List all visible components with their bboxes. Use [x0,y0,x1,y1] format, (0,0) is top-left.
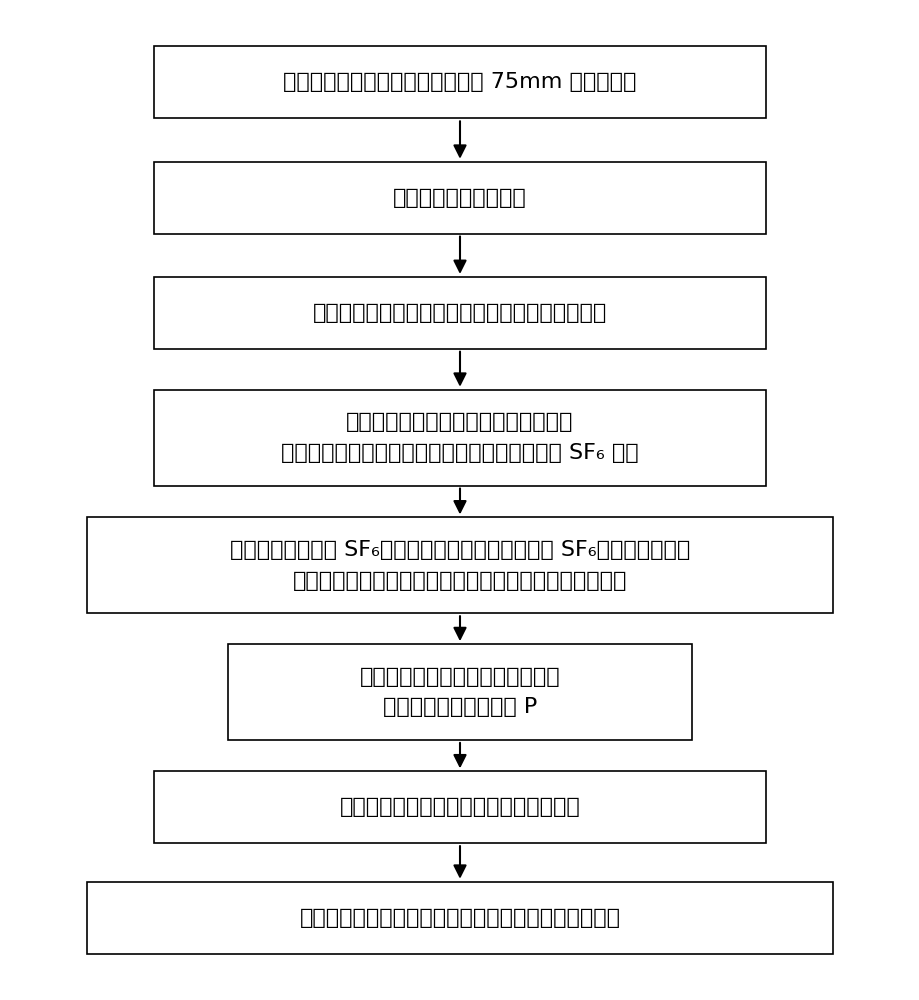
FancyBboxPatch shape [87,517,832,613]
Text: 同时恒定以煤层原始瓦斯压力向测压钒孔中充入 SF₆ 气体: 同时恒定以煤层原始瓦斯压力向测压钒孔中充入 SF₆ 气体 [281,443,638,463]
FancyBboxPatch shape [153,390,766,486]
Text: 施工一个垂直并穿透煤层，孔径为 75mm 的测压钒孔: 施工一个垂直并穿透煤层，孔径为 75mm 的测压钒孔 [283,72,636,92]
FancyBboxPatch shape [228,644,691,740]
Text: 施工完第一个抽采钒孔后立即并网抽采: 施工完第一个抽采钒孔后立即并网抽采 [346,412,573,432]
FancyBboxPatch shape [153,771,766,843]
Text: 计算机拟合得到钒孔有效抽采半径与抽采时间的关系式: 计算机拟合得到钒孔有效抽采半径与抽采时间的关系式 [300,908,619,928]
FancyBboxPatch shape [153,277,766,349]
FancyBboxPatch shape [153,162,766,234]
FancyBboxPatch shape [87,882,832,954]
Text: 在各抽采孔口观测 SF₆气体，得到四个抽采孔检测到 SF₆气体的间隔时间: 在各抽采孔口观测 SF₆气体，得到四个抽采孔检测到 SF₆气体的间隔时间 [230,540,689,560]
Text: 层的最大容许瓦斯压力 P: 层的最大容许瓦斯压力 P [382,697,537,717]
Text: 按距离测压钒孔由近到远的距离依次施工抽采钒孔: 按距离测压钒孔由近到远的距离依次施工抽采钒孔 [312,303,607,323]
Text: 封孔测定煤层瓦斯压力: 封孔测定煤层瓦斯压力 [392,188,527,208]
Text: 即各抽采钒孔周边瓦斯流场扩展到测压钒孔所经历的时间: 即各抽采钒孔周边瓦斯流场扩展到测压钒孔所经历的时间 [292,571,627,591]
Text: 得到不同抽采时间下的钒孔有效抽采半径: 得到不同抽采时间下的钒孔有效抽采半径 [339,797,580,817]
FancyBboxPatch shape [153,46,766,118]
Text: 根据抽采瓦斯的目的确定抽采后煤: 根据抽采瓦斯的目的确定抽采后煤 [359,667,560,687]
